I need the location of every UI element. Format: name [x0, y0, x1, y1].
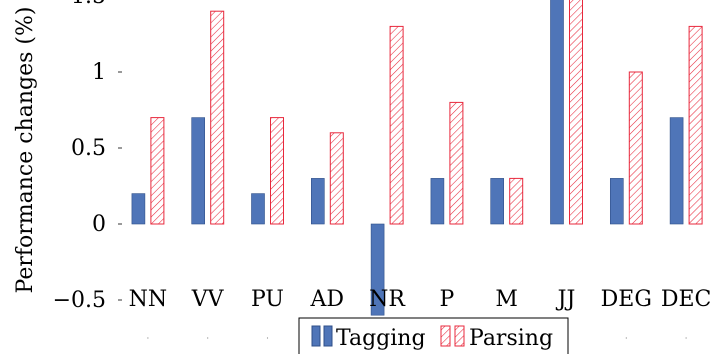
x-tick-dot — [625, 337, 627, 339]
bar-tagging-deg — [609, 178, 624, 225]
bar-parsing-nr — [389, 25, 404, 225]
bars — [131, 0, 703, 316]
bar-parsing-pu — [270, 117, 284, 225]
bar-parsing-ad — [329, 132, 344, 225]
y-tick-label: 0.5 — [71, 136, 106, 161]
bar-tagging-m — [490, 178, 505, 225]
x-tick-label: M — [495, 287, 518, 312]
x-tick-label: NR — [369, 287, 406, 312]
x-tick-label: P — [439, 287, 454, 312]
bar-parsing-vv — [210, 10, 225, 225]
bar-parsing-m — [509, 177, 524, 225]
bar-parsing-deg — [628, 71, 643, 225]
x-tick-dot — [207, 337, 209, 339]
legend-swatch-tagging — [311, 325, 321, 347]
bar-tagging-ad — [310, 178, 325, 225]
bar-tagging-dec — [669, 117, 684, 225]
x-tick-label: DEC — [661, 287, 712, 312]
legend-label-parsing: Parsing — [469, 326, 553, 351]
y-axis-label: Performance changes (%) — [13, 7, 38, 294]
bar-tagging-vv — [191, 117, 205, 225]
legend-swatch-parsing — [440, 325, 451, 347]
bar-parsing-nn — [150, 117, 165, 225]
legend: Tagging Parsing — [298, 317, 569, 354]
bar-parsing-p — [449, 101, 464, 225]
bar-tagging-jj — [550, 0, 564, 225]
y-tick-label: 0 — [92, 212, 106, 237]
x-tick-label: PU — [251, 287, 284, 312]
y-tick-label: 1 — [92, 60, 106, 85]
bar-tagging-nn — [131, 193, 146, 225]
x-tick-dot — [685, 337, 687, 339]
legend-label-tagging: Tagging — [336, 326, 426, 351]
legend-entry-tagging: Tagging — [311, 325, 426, 351]
x-axis-labels: NN VV PU AD NR P M JJ DEG DEC — [129, 287, 712, 312]
x-tick-label: JJ — [556, 287, 576, 312]
y-axis-ticks: −0.500.511.522.5 — [53, 0, 122, 313]
x-tick-dot — [147, 337, 149, 339]
legend-swatch-parsing — [454, 325, 465, 347]
bar-tagging-p — [430, 178, 445, 225]
x-tick-label: NN — [129, 287, 168, 312]
x-tick-label: DEG — [601, 287, 652, 312]
legend-box — [298, 317, 569, 354]
legend-entry-parsing: Parsing — [440, 325, 553, 351]
x-tick-dot — [266, 337, 269, 339]
y-tick-label: −0.5 — [53, 288, 106, 313]
bar-tagging-nr — [370, 223, 385, 316]
bar-parsing-jj — [569, 0, 583, 225]
bar-tagging-pu — [251, 193, 265, 225]
x-tick-label: AD — [310, 287, 345, 312]
legend-swatch-tagging — [323, 325, 333, 347]
bar-parsing-dec — [688, 25, 703, 225]
y-tick-label: 1.5 — [71, 0, 106, 9]
x-tick-label: VV — [191, 287, 225, 312]
